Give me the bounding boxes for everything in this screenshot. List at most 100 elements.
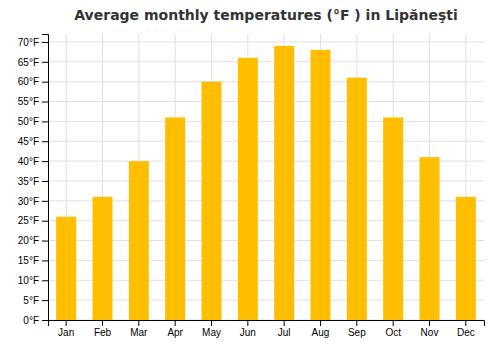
x-tick-label: Apr [167, 327, 183, 338]
y-tick-mark [42, 161, 48, 162]
bar [93, 197, 113, 320]
y-tick-label: 5°F [23, 295, 39, 306]
bar [456, 197, 476, 320]
y-tick: 15°F [18, 255, 48, 266]
x-tick: Sep [348, 320, 366, 338]
y-tick-mark [42, 241, 48, 242]
bar [238, 58, 258, 320]
y-grid-line [48, 240, 484, 241]
x-tick-mark [247, 320, 248, 326]
x-tick-mark [429, 320, 430, 326]
y-tick-mark [42, 141, 48, 142]
y-grid-line [48, 220, 484, 221]
x-tick-label: May [202, 327, 221, 338]
x-tick-mark [320, 320, 321, 326]
y-grid-line [48, 121, 484, 122]
y-tick: 55°F [18, 96, 48, 107]
bar [274, 46, 294, 320]
y-tick-mark [42, 201, 48, 202]
x-tick-mark [211, 320, 212, 326]
y-tick: 60°F [18, 76, 48, 87]
y-tick-mark [42, 42, 48, 43]
x-tick-label: Feb [94, 327, 112, 338]
x-tick-label: Nov [421, 327, 439, 338]
y-tick-label: 10°F [18, 275, 39, 286]
y-tick: 50°F [18, 116, 48, 127]
y-tick-label: 50°F [18, 116, 39, 127]
y-tick: 70°F [18, 37, 48, 48]
y-grid-line [48, 141, 484, 142]
y-tick-mark [42, 181, 48, 182]
y-tick: 65°F [18, 57, 48, 68]
x-tick-label: Aug [312, 327, 330, 338]
x-tick-mark [356, 320, 357, 326]
y-grid-line [48, 101, 484, 102]
y-tick-mark [42, 320, 48, 321]
y-tick-mark [42, 102, 48, 103]
y-axis-line [42, 35, 49, 321]
y-tick-label: 30°F [18, 196, 39, 207]
y-tick-label: 55°F [18, 96, 39, 107]
y-tick-label: 45°F [18, 136, 39, 147]
y-tick-label: 40°F [18, 156, 39, 167]
y-tick: 5°F [23, 295, 48, 306]
y-tick-mark [42, 62, 48, 63]
chart-container: Average monthly temperatures (°F ) in Li… [0, 0, 500, 350]
y-tick-label: 15°F [18, 255, 39, 266]
x-tick-label: Jul [278, 327, 291, 338]
y-tick: 0°F [23, 315, 48, 326]
y-tick: 10°F [18, 275, 48, 286]
y-tick-mark [42, 280, 48, 281]
y-tick-label: 20°F [18, 235, 39, 246]
x-tick-label: Jun [240, 327, 256, 338]
bar [56, 217, 76, 320]
y-tick-mark [42, 300, 48, 301]
x-tick-mark [393, 320, 394, 326]
x-tick-mark [66, 320, 67, 326]
x-tick: Jun [240, 320, 256, 338]
x-tick-mark [175, 320, 176, 326]
bar [165, 117, 185, 320]
y-tick-label: 35°F [18, 176, 39, 187]
x-tick: Jan [58, 320, 74, 338]
bar [383, 117, 403, 320]
y-grid-line [48, 41, 484, 42]
y-tick-mark [42, 121, 48, 122]
x-tick: Apr [167, 320, 183, 338]
y-grid-line [48, 180, 484, 181]
bar [129, 161, 149, 320]
x-tick-label: Oct [385, 327, 401, 338]
bar [347, 78, 367, 320]
x-tick: Mar [130, 320, 148, 338]
y-tick: 45°F [18, 136, 48, 147]
bar [311, 50, 331, 320]
chart-title: Average monthly temperatures (°F ) in Li… [74, 7, 457, 23]
x-tick: Aug [312, 320, 330, 338]
x-axis: Jan Feb Mar Apr May Jun Jul Aug Sep Oct Nov Dec [49, 320, 485, 338]
y-tick-mark [42, 221, 48, 222]
x-tick: Jul [278, 320, 291, 338]
y-tick-label: 60°F [18, 76, 39, 87]
y-tick-label: 25°F [18, 215, 39, 226]
y-tick-mark [42, 82, 48, 83]
x-grid [66, 34, 466, 320]
y-tick-label: 70°F [18, 37, 39, 48]
x-tick: Feb [94, 320, 112, 338]
x-tick-label: Dec [457, 327, 475, 338]
y-grid [48, 42, 484, 320]
x-tick-label: Mar [130, 327, 148, 338]
x-tick-label: Jan [58, 327, 74, 338]
y-tick-label: 0°F [23, 315, 39, 326]
y-tick-label: 65°F [18, 57, 39, 68]
y-grid-line [48, 161, 484, 162]
bar [202, 82, 222, 320]
y-grid-line [48, 81, 484, 82]
x-tick-mark [102, 320, 103, 326]
x-tick: Nov [421, 320, 439, 338]
y-tick: 25°F [18, 215, 48, 226]
x-axis-line [49, 321, 485, 327]
x-tick-mark [284, 320, 285, 326]
plot-area: 0°F 5°F 10°F 15°F 20°F 25°F 30°F 35°F 40°F 45°F 50… [18, 34, 485, 338]
y-tick: 30°F [18, 196, 48, 207]
y-tick: 40°F [18, 156, 48, 167]
